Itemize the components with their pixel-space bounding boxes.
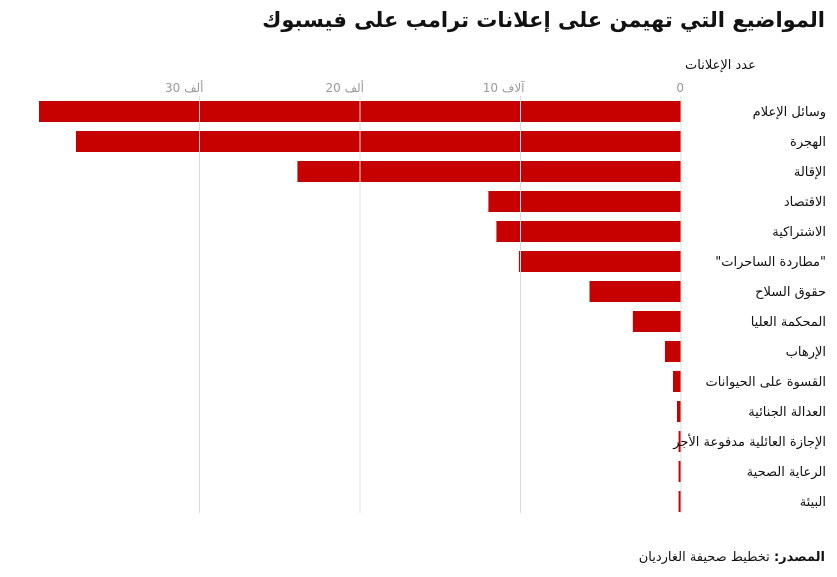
category-label: المحكمة العليا (751, 315, 826, 330)
category-label: القسوة على الحيوانات (706, 375, 826, 390)
category-label: الهجرة (790, 135, 826, 150)
category-label: حقوق السلاح (755, 285, 826, 300)
bar (496, 221, 681, 242)
bar (664, 341, 681, 362)
bar (297, 161, 681, 182)
category-label: وسائل الإعلام (753, 105, 826, 120)
source-label: المصدر: (773, 550, 825, 565)
category-label: الاشتراكية (772, 225, 826, 240)
category-label: "مطاردة الساحرات" (715, 255, 826, 270)
category-label: الرعاية الصحية (747, 465, 826, 480)
x-tick-label: 20 ألف (325, 80, 364, 95)
category-label: العدالة الجنائية (748, 405, 826, 420)
source-note: المصدر: تخطيط صحيفة الغارديان (639, 550, 825, 565)
x-tick-label: 30 ألف (165, 80, 204, 95)
category-label: الاقتصاد (784, 195, 826, 210)
bar (672, 371, 681, 392)
bar (589, 281, 681, 302)
bar (678, 431, 681, 452)
bar (678, 491, 681, 512)
bar (518, 251, 681, 272)
x-tick-label: 10 آلاف (483, 80, 525, 95)
chart-title: المواضيع التي تهيمن على إعلانات ترامب عل… (262, 8, 825, 32)
category-label: الإرهاب (786, 345, 826, 360)
bar (676, 401, 681, 422)
category-label: الإجازة العائلية مدفوعة الأجر (672, 433, 826, 450)
bar (75, 131, 682, 152)
bar (632, 311, 681, 332)
x-tick-label: 0 (676, 81, 684, 95)
bar (678, 461, 681, 482)
bar (488, 191, 681, 212)
x-axis-label: عدد الإعلانات (685, 58, 756, 73)
category-label: الإقالة (794, 165, 826, 180)
source-text: تخطيط صحيفة الغارديان (638, 550, 770, 565)
category-label: البيئة (800, 495, 826, 510)
